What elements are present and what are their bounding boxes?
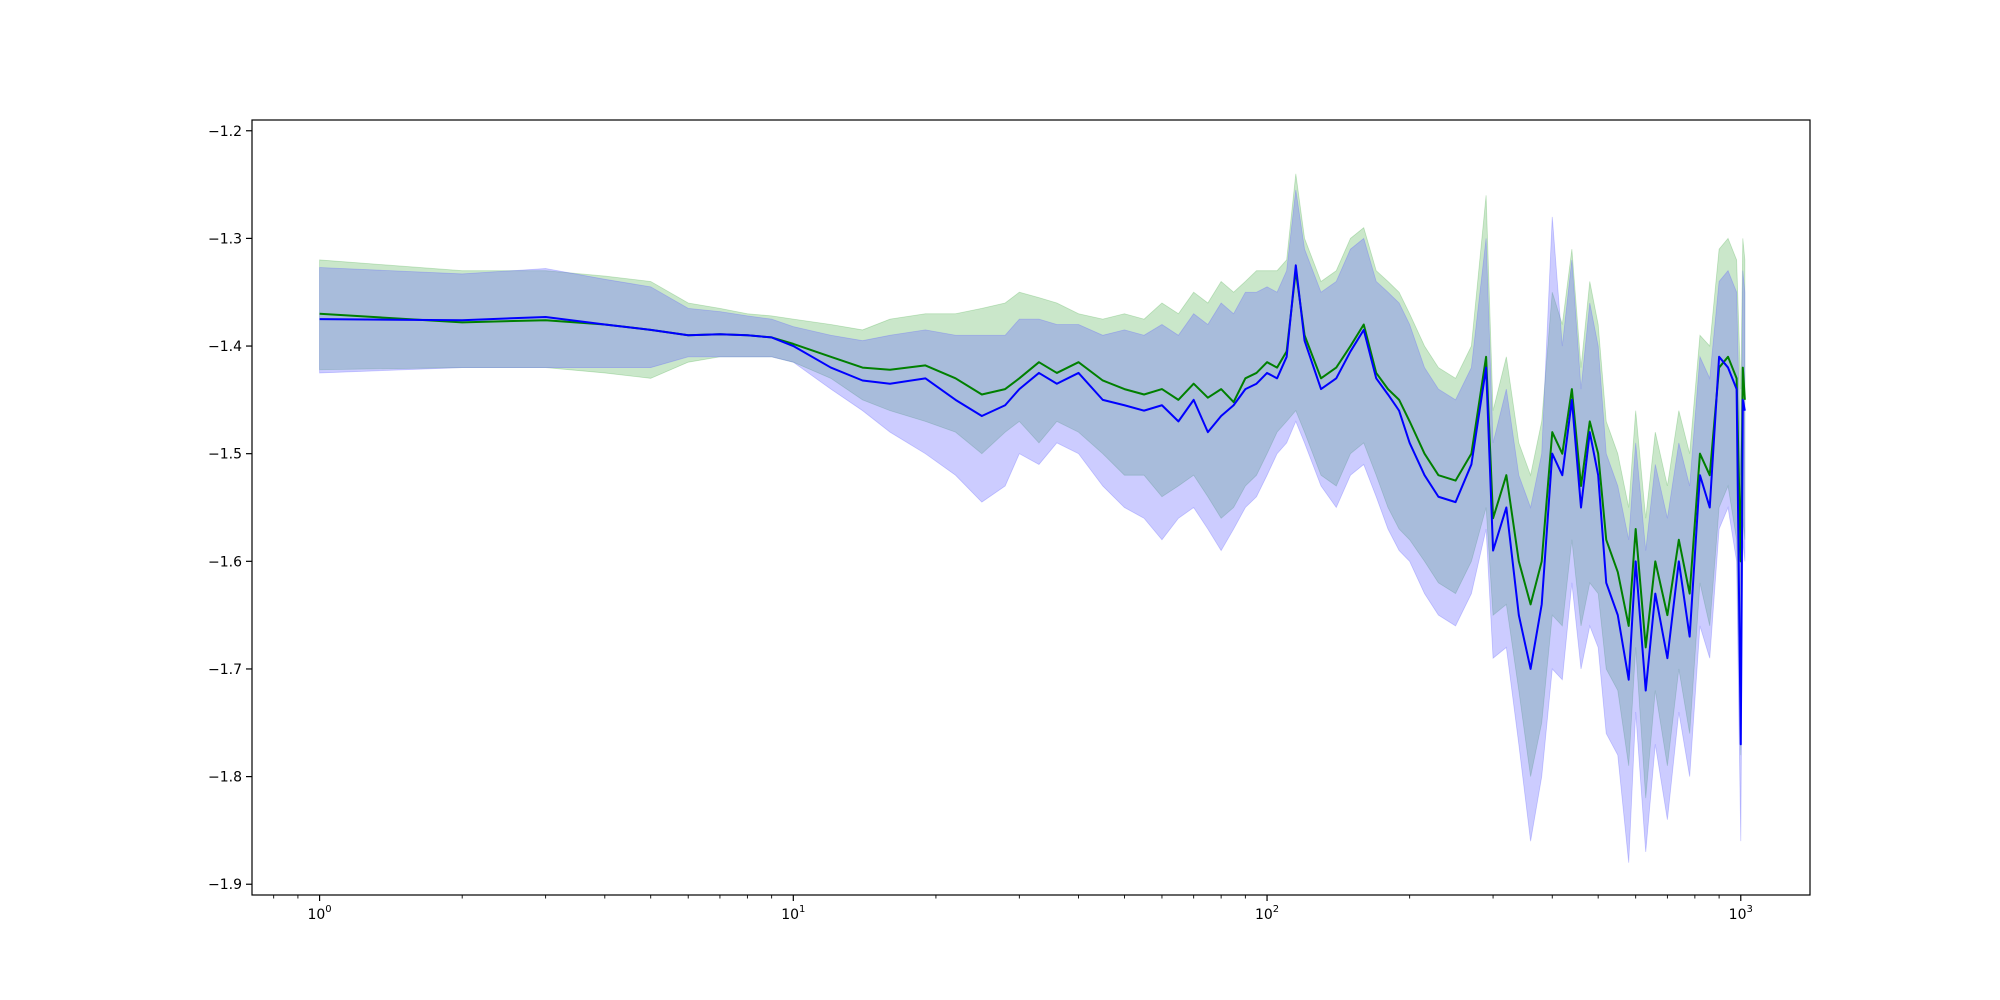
y-tick-label: −1.3 bbox=[208, 231, 242, 247]
x-tick-label: 100 bbox=[307, 904, 331, 923]
y-tick-label: −1.4 bbox=[208, 339, 242, 355]
axes-frame bbox=[251, 119, 1811, 896]
y-tick-label: −1.8 bbox=[208, 770, 242, 786]
y-tick-label: −1.7 bbox=[208, 662, 242, 678]
x-tick-label: 101 bbox=[781, 904, 805, 923]
series-1-band bbox=[319, 173, 1746, 799]
x-axis: 100 101 102 103 bbox=[273, 895, 1753, 923]
y-axis: −1.2 −1.3 −1.4 −1.5 −1.6 −1.7 −1.8 −1.9 bbox=[208, 124, 252, 893]
lines-layer bbox=[319, 264, 1746, 746]
y-tick-label: −1.9 bbox=[208, 877, 242, 893]
bands-layer bbox=[319, 173, 1746, 863]
series-2-band bbox=[319, 189, 1746, 863]
y-tick-label: −1.6 bbox=[208, 554, 242, 570]
series-1-line bbox=[319, 269, 1746, 649]
series-2-line bbox=[319, 264, 1746, 746]
y-tick-label: −1.5 bbox=[208, 447, 242, 463]
y-tick-label: −1.2 bbox=[208, 124, 242, 140]
x-tick-label: 102 bbox=[1255, 904, 1279, 923]
x-tick-label: 103 bbox=[1729, 904, 1753, 923]
